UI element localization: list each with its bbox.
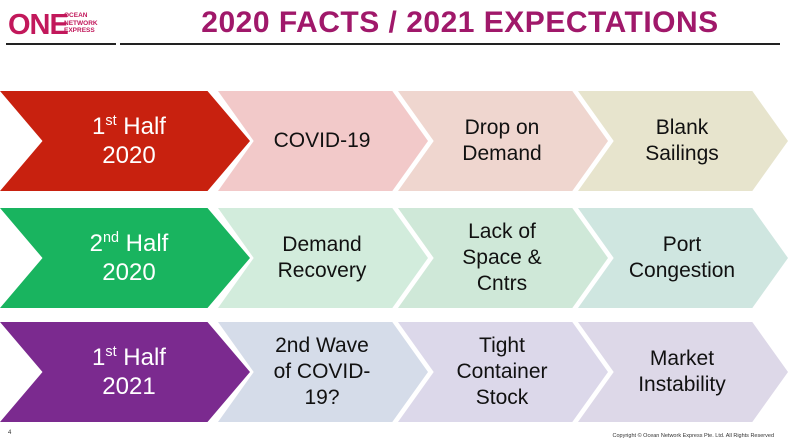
step-label: Drop on Demand [462, 116, 542, 165]
logo-sub-line: OCEAN [64, 12, 88, 19]
header-divider-left [6, 43, 116, 45]
step-label: 2nd Wave of COVID- 19? [273, 334, 371, 409]
step-chevron: Drop on Demand [398, 91, 608, 191]
step-label: Market Instability [638, 347, 726, 396]
step-chevron: Market Instability [578, 322, 788, 422]
copyright-notice: Copyright © Ocean Network Express Pte. L… [612, 433, 774, 439]
step-chevron: Tight Container Stock [398, 322, 608, 422]
logo-sub-line: NETWORK [64, 19, 98, 27]
header-divider-right [120, 43, 780, 45]
period-label: 1st Half 2021 [92, 344, 166, 400]
period-label: 2nd Half 2020 [89, 230, 169, 286]
slide-title: 2020 FACTS / 2021 EXPECTATIONS [201, 6, 719, 39]
period-chevron: 1st Half 2021 [0, 322, 250, 422]
step-chevron: Lack of Space & Cntrs [398, 208, 608, 308]
one-logo: ONE OCEAN NETWORK EXPRESS [8, 8, 118, 44]
step-label: Demand Recovery [277, 233, 367, 282]
logo-subtext: OCEAN NETWORK EXPRESS [64, 12, 98, 35]
step-label: Tight Container Stock [456, 334, 548, 409]
step-label: COVID-19 [273, 129, 371, 152]
step-label: Port Congestion [628, 233, 736, 282]
period-label: 1st Half 2020 [92, 113, 166, 169]
period-chevron: 2nd Half 2020 [0, 208, 250, 308]
step-chevron: Blank Sailings [578, 91, 788, 191]
step-label: Lack of Space & Cntrs [462, 220, 542, 295]
step-chevron: Port Congestion [578, 208, 788, 308]
logo-wordmark: ONE [8, 9, 69, 41]
period-chevron: 1st Half 2020 [0, 91, 250, 191]
page-number: 4 [8, 430, 12, 436]
logo-sub-line: EXPRESS [64, 27, 95, 34]
step-label: Blank Sailings [645, 116, 719, 165]
